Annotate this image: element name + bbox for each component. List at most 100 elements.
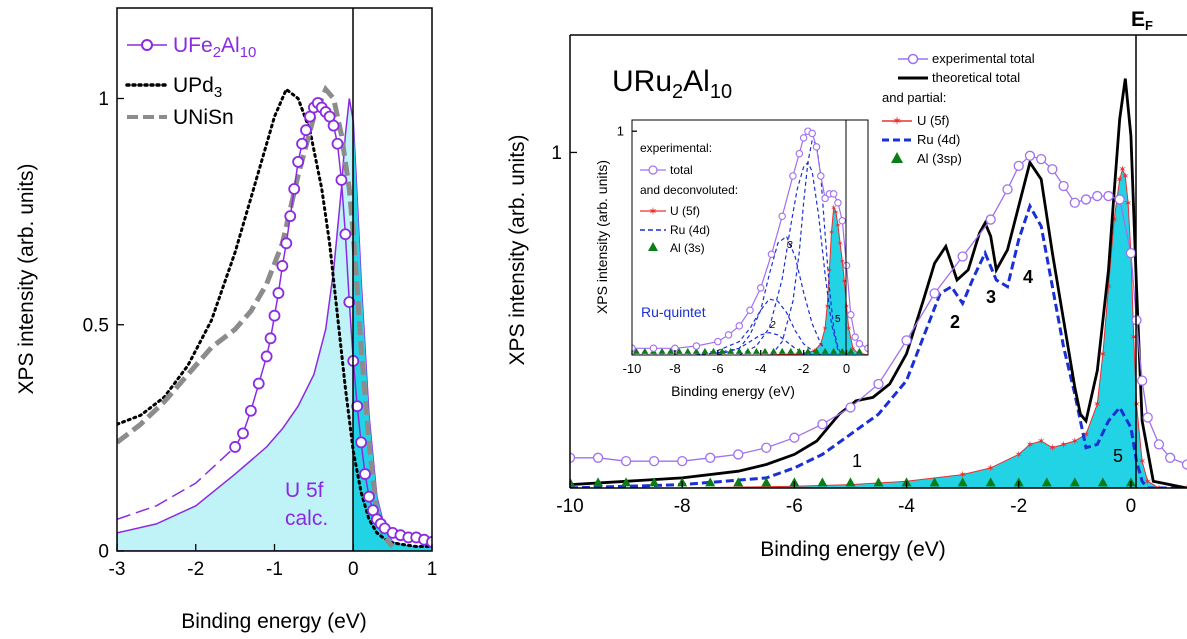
inset-legend-al3s-marker [648,242,658,251]
legend-al3sp-label: Al (3sp) [917,151,962,166]
inset-legend-al3s-label: Al (3s) [670,241,705,255]
legend-upd3-label: UPd3 [173,74,222,101]
inset-u5f-fill [632,207,868,355]
experimental-total-point [761,442,772,453]
inset-u5f-point: ✶ [828,228,835,237]
experimental-total-point [1002,184,1013,195]
al3sp-point [621,477,632,487]
ufe2al10-point [276,260,289,272]
right-chart-title: URu2Al10 [612,65,732,103]
legend-unisn-label: UNiSn [173,106,234,129]
inset-total-point [851,333,859,341]
legend-partial-header: and partial: [882,90,946,105]
right-xtick-label-1: -8 [674,496,691,517]
right-x-axis-label: Binding energy (eV) [760,538,946,561]
upd3-line [117,87,432,548]
ufe2al10-point [252,377,265,390]
inset-al3s-point [701,347,709,354]
peak-label-5: 5 [1113,446,1123,466]
u5f-partial-point: ✶ [1037,437,1045,448]
right-fermi-label: EF [1131,8,1153,33]
right-ytick-label-0: 1 [551,143,562,164]
al3sp-point [705,477,716,487]
inset-al3s-point [718,347,726,354]
left-legend: UFe2Al10 UPd3 UNiSn [125,34,256,129]
right-peak-labels: 1 2 3 4 5 [852,267,1123,471]
u5f-partial-point: ✶ [1121,171,1129,182]
inset-component-label-5: 5 [835,314,841,325]
left-ytick-label-2: 1 [98,89,109,110]
ufe2al10-point [343,296,356,309]
inset-al3s-point [735,347,743,354]
u5f-partial-point: ✶ [1115,175,1123,186]
left-xtick-label-3: 0 [348,559,359,580]
experimental-total-point [1142,412,1153,423]
inset-total-point [847,310,855,319]
right-xtick-label-0: -10 [556,496,583,517]
inset-al3s-point [710,347,718,354]
ufe2al10-point [229,441,242,453]
experimental-total-point [901,335,912,346]
experimental-total-point [570,452,576,463]
experimental-total-point [648,456,660,467]
experimental-total-point [1069,197,1080,208]
u5f-partial-point: ✶ [1118,165,1126,176]
left-xtick-label-1: -2 [187,559,204,580]
inset-total-point [812,143,821,151]
experimental-total-line [570,155,1187,466]
legend-ru4d-label: Ru (4d) [917,132,960,147]
left-y-axis-label: XPS intensity (arb. units) [15,163,38,394]
left-annotation-calc: calc. [285,507,328,530]
inset-total-point [756,284,765,292]
al3sp-point [1069,477,1080,487]
inset-xtick-label-3: -4 [755,361,767,376]
inset-total-point [799,134,808,142]
al3sp-point [957,477,968,487]
u5f-partial-point: ✶ [986,463,994,474]
ufe2al10-point [288,183,301,195]
experimental-total-point [705,452,716,463]
experimental-total-point [1092,190,1103,202]
ufe2al10-point [284,210,297,223]
inset-total-point [855,340,864,348]
inset-total-point [767,250,776,259]
inset-u5f-point: ✶ [839,257,846,266]
experimental-total-point [620,456,632,467]
inset-total-point [834,199,842,207]
inset-total-point [829,190,838,198]
left-annotation-u5f: U 5f [285,479,324,502]
experimental-total-point [1165,452,1176,463]
u5f-partial-point: ✶ [1130,333,1138,344]
inset-ytick-label-0: 1 [617,124,624,139]
inset-legend-total-marker [648,165,658,175]
ufe2al10-point [292,155,305,168]
left-x-axis-label: Binding energy (eV) [181,610,367,633]
legend-ufe2al10-marker [141,39,153,51]
inset-al3s-point [684,347,692,354]
u5f-partial-point: ✶ [1026,440,1034,451]
inset-legend: experimental: total and deconvoluted: ✶ … [640,141,738,255]
ufe2al10-point [300,124,312,137]
inset-total-point [632,344,636,353]
ufe2al10-point [327,119,340,132]
peak-label-4: 4 [1023,267,1033,287]
inset-panel: ✶✶✶✶✶✶✶✶✶✶✶✶✶✶✶ -10 -8 -6 -4 -2 01 Binding en… [594,119,869,399]
peak-label-3: 3 [986,287,996,307]
inset-al3s-point [847,347,855,354]
inset-xtick-label-0: -10 [623,361,642,376]
experimental-total-point [817,419,828,430]
experimental-total-point [733,449,744,460]
al3sp-point [929,477,940,487]
inset-total-point [817,172,825,180]
u5f-partial-point: ✶ [1015,450,1023,461]
inset-total-point [724,331,733,339]
experimental-total-point [1036,154,1047,165]
inset-al3s-point [830,347,838,354]
experimental-total-point [985,214,996,225]
al3sp-point [570,477,575,487]
ufe2al10-point [339,228,352,241]
left-xtick-label-2: -1 [266,559,283,580]
inset-total-line [632,130,868,349]
legend-al3sp-marker [891,152,903,163]
inset-total-point [735,322,744,330]
